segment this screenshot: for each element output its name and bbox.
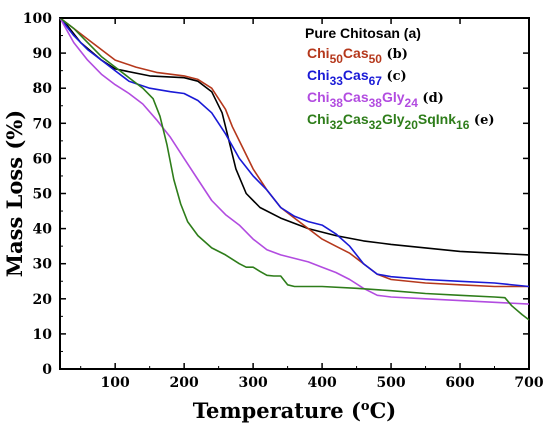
x-tick-label: 300	[239, 375, 268, 391]
series-line-e	[59, 17, 530, 321]
x-axis-title-main: Temperature (	[193, 398, 361, 423]
legend-subscript: 50	[330, 52, 344, 66]
y-tick-label: 20	[33, 292, 53, 308]
legend-suffix: (c)	[382, 69, 407, 84]
x-tick-label: 400	[307, 375, 336, 391]
y-tick-label: 80	[33, 81, 53, 97]
series-line-b	[59, 17, 529, 288]
plot-frame	[59, 17, 530, 370]
x-tick-label: 100	[101, 375, 130, 391]
legend-entry-b: Chi50Cas50 (b)	[307, 45, 408, 66]
series-line-c	[59, 17, 530, 288]
y-axis-title: Mass Loss (%)	[2, 110, 27, 277]
x-axis-title: Temperature (oC)	[193, 398, 396, 423]
tick-group: 100 200 300 400 500 600 700 0 10 20 30 40 50 60 70 80 90…	[23, 11, 544, 391]
legend-part: Pure Chitosan (a)	[305, 25, 421, 41]
legend-part: Chi	[307, 45, 330, 61]
legend-part: Cas	[343, 89, 369, 105]
legend-part: Chi	[307, 111, 330, 127]
y-tick-label: 50	[33, 187, 53, 203]
y-tick-label: 40	[33, 222, 53, 238]
legend-part: Chi	[307, 89, 330, 105]
legend-part: Gly	[382, 89, 405, 105]
plot-area: 100 200 300 400 500 600 700 0 10 20 30 40 50 60 70 80 90…	[23, 11, 544, 391]
x-tick-label: 500	[376, 375, 405, 391]
legend-subscript: 67	[369, 74, 383, 88]
y-tick-label: 0	[42, 362, 52, 378]
legend-subscript: 32	[369, 118, 383, 132]
x-axis-title-degree: o	[361, 399, 370, 414]
legend-part: Gly	[382, 111, 405, 127]
series-line-d	[59, 17, 530, 305]
legend-entry-e: Chi32Cas32Gly20SqInk16 (e)	[307, 111, 495, 132]
legend-subscript: 32	[330, 118, 344, 132]
legend-subscript: 33	[330, 74, 344, 88]
x-tick-label: 600	[445, 375, 474, 391]
legend-entry-a: Pure Chitosan (a)	[305, 25, 421, 41]
legend-subscript: 38	[369, 96, 383, 110]
legend-suffix: (d)	[418, 91, 444, 106]
y-tick-label: 30	[33, 257, 53, 273]
legend-part: Cas	[343, 67, 369, 83]
legend-subscript: 20	[405, 118, 419, 132]
legend-subscript: 16	[456, 118, 470, 132]
legend-entry-d: Chi38Cas38Gly24 (d)	[307, 89, 444, 110]
x-tick-label: 700	[514, 375, 543, 391]
legend-part: Chi	[307, 67, 330, 83]
x-tick-label: 200	[170, 375, 199, 391]
legend: Pure Chitosan (a)Chi50Cas50 (b)Chi33Cas6…	[305, 25, 495, 132]
y-tick-label: 100	[23, 11, 52, 27]
legend-part: Cas	[343, 111, 369, 127]
series-line-a	[59, 17, 530, 256]
legend-entry-c: Chi33Cas67 (c)	[307, 67, 407, 88]
x-axis-title-unit: C)	[370, 398, 397, 423]
legend-subscript: 38	[330, 96, 344, 110]
y-tick-label: 60	[33, 151, 53, 167]
y-tick-label: 10	[33, 327, 53, 343]
y-tick-label: 70	[33, 116, 53, 132]
legend-suffix: (e)	[469, 113, 494, 128]
legend-subscript: 50	[369, 52, 383, 66]
series-group	[59, 17, 530, 321]
legend-part: Cas	[343, 45, 369, 61]
legend-suffix: (b)	[382, 47, 408, 62]
legend-subscript: 24	[405, 96, 419, 110]
y-tick-label: 90	[33, 46, 53, 62]
legend-part: SqInk	[418, 111, 456, 127]
